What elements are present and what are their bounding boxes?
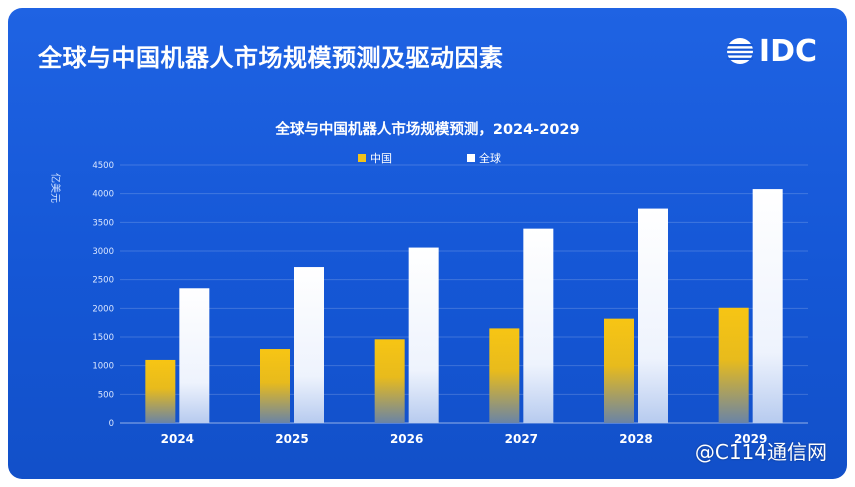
y-tick-label: 0 [109,419,114,429]
globe-icon [726,38,753,64]
y-tick-label: 3500 [92,218,114,228]
y-tick-label: 4500 [92,161,114,171]
bar-global-2029 [752,189,783,423]
bar-china-2027 [489,328,520,423]
bar-global-2026 [408,247,439,423]
bar-china-2026 [374,339,405,423]
x-tick-label: 2027 [505,432,538,446]
bar-chart: 0 500 1000 1500 2000 2500 3000 3500 4000 4500 202… [49,151,808,446]
bar-china-2028 [604,318,634,423]
bar-china-2029 [718,307,749,423]
chart-card: 全球与中国机器人市场规模预测及驱动因素 IDC 全球与中国机器人市场规模预测，2… [8,8,847,479]
watermark: @C114通信网 [695,436,827,465]
bar-global-2027 [523,228,554,423]
x-tick-label: 2024 [161,432,194,446]
logo-text: IDC [758,33,817,69]
y-tick-label: 2000 [92,304,114,314]
y-tick-label: 3000 [92,247,114,257]
idc-logo: IDC [725,33,817,69]
legend-swatch-global [467,154,475,162]
y-tick-label: 4000 [92,190,114,200]
watermark-text: @C114通信网 [694,440,827,464]
y-tick-label: 500 [98,390,114,400]
x-tick-label: 2025 [275,432,308,446]
bar-global-2024 [179,288,210,423]
bar-global-2028 [638,208,668,423]
x-tick-label: 2026 [390,432,423,446]
bar-global-2025 [294,267,324,423]
y-tick-label: 1500 [92,333,114,343]
y-tick-label: 2500 [92,276,114,286]
y-tick-label: 1000 [92,362,114,372]
x-tick-label: 2028 [619,432,652,446]
legend-swatch-china [358,154,366,162]
y-axis-label: 亿美元 [49,173,62,203]
x-tick-label: 2029 [734,432,767,446]
legend-label-china: 中国 [370,152,392,165]
bar-china-2024 [145,359,176,423]
page-title: 全球与中国机器人市场规模预测及驱动因素 [38,44,504,72]
chart-title: 全球与中国机器人市场规模预测，2024-2029 [275,122,580,138]
legend-label-global: 全球 [479,151,501,165]
bar-china-2025 [260,349,290,423]
